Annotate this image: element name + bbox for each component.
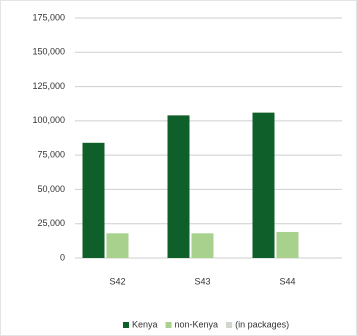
x-tick-label: S44	[279, 276, 295, 286]
y-tick-label: 175,000	[32, 12, 65, 22]
legend-swatch	[165, 322, 172, 328]
x-tick-label: S43	[194, 276, 210, 286]
legend-swatch	[226, 322, 233, 328]
legend-label: Kenya	[132, 319, 158, 329]
y-tick-label: 75,000	[37, 150, 65, 160]
legend-label: non-Kenya	[175, 319, 219, 329]
legend-swatch	[123, 322, 129, 328]
y-tick-label: 150,000	[32, 47, 65, 57]
y-tick-label: 125,000	[32, 81, 65, 91]
bar	[82, 142, 105, 258]
y-tick-label: 100,000	[32, 115, 65, 125]
bar	[167, 115, 190, 258]
legend-label: (in packages)	[235, 319, 289, 329]
bar	[276, 231, 299, 258]
bar	[252, 112, 275, 258]
x-tick-label: S42	[109, 276, 125, 286]
bar	[191, 233, 214, 258]
y-tick-label: 0	[60, 252, 65, 262]
y-tick-label: 50,000	[37, 184, 65, 194]
bar	[106, 233, 129, 258]
y-tick-label: 25,000	[37, 218, 65, 228]
